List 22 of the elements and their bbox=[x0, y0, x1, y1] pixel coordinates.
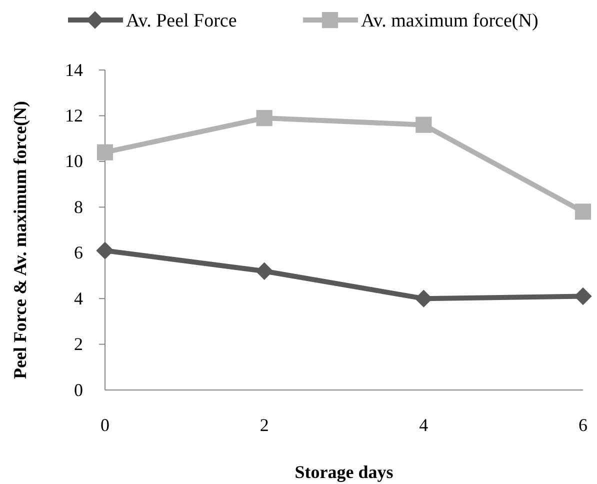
y-tick-label: 14 bbox=[65, 60, 83, 80]
x-tick-label: 2 bbox=[260, 414, 269, 435]
legend-label: Av. maximum force(N) bbox=[361, 10, 538, 32]
point bbox=[574, 204, 592, 220]
x-axis-title: Storage days bbox=[294, 462, 394, 482]
point bbox=[256, 110, 272, 126]
point bbox=[96, 144, 114, 160]
y-tick-label: 6 bbox=[74, 242, 83, 263]
y-tick-label: 4 bbox=[74, 288, 83, 308]
point bbox=[255, 262, 274, 280]
x-tick-label: 6 bbox=[578, 414, 588, 435]
y-axis-title: Peel Force & Av. maximum force(N) bbox=[10, 101, 30, 379]
y-tick-label: 12 bbox=[65, 105, 83, 126]
y-tick-label: 0 bbox=[74, 380, 83, 400]
y-tick-label: 10 bbox=[65, 151, 83, 172]
point bbox=[96, 242, 114, 260]
point bbox=[416, 116, 432, 133]
x-tick-label: 4 bbox=[419, 414, 428, 435]
x-tick-label: 0 bbox=[100, 414, 110, 435]
y-tick-label: 2 bbox=[74, 334, 83, 354]
legend-label: Av. Peel Force bbox=[126, 10, 237, 32]
y-tick-label: 8 bbox=[74, 196, 83, 217]
